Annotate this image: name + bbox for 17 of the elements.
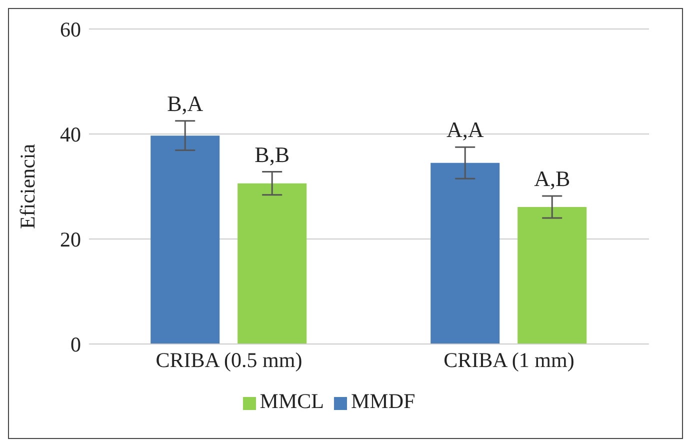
bar bbox=[518, 206, 587, 344]
y-tick-label: 40 bbox=[60, 122, 81, 146]
bar bbox=[150, 136, 220, 344]
y-tick-label: 0 bbox=[70, 332, 81, 356]
x-tick-label: CRIBA (0.5 mm) bbox=[156, 348, 302, 372]
bar bbox=[430, 162, 500, 344]
bar bbox=[238, 183, 307, 344]
x-tick-label: CRIBA (1 mm) bbox=[444, 348, 574, 372]
legend-label: MMCL bbox=[260, 389, 324, 413]
annotation: B,A bbox=[167, 90, 204, 116]
annotation: A,B bbox=[534, 166, 570, 191]
legend-label: MMDF bbox=[350, 389, 416, 413]
y-tick-label: 20 bbox=[60, 227, 81, 252]
annotation: B,B bbox=[254, 142, 290, 167]
y-tick-label: 60 bbox=[60, 17, 81, 42]
annotation: A,A bbox=[446, 117, 484, 142]
y-axis-title: Eficiencia bbox=[15, 143, 40, 230]
